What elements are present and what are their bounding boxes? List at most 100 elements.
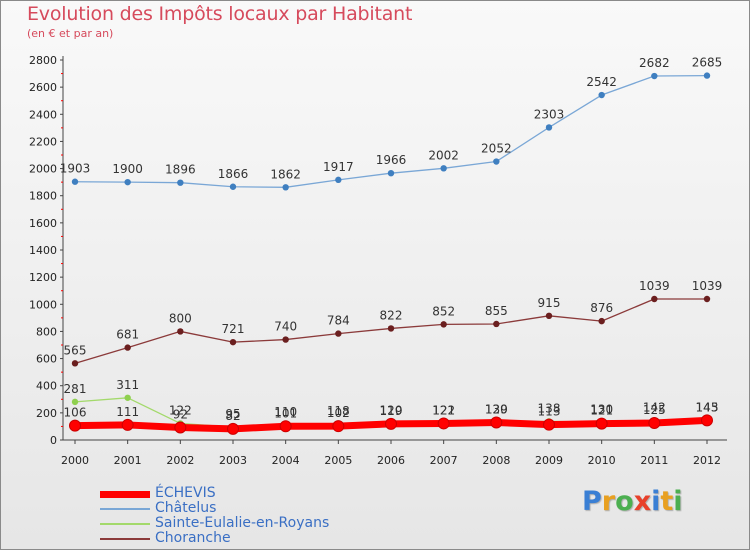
proxiti-logo: Proxiti bbox=[582, 486, 683, 517]
data-label: 121 bbox=[432, 404, 455, 418]
data-point bbox=[703, 295, 711, 303]
y-tick-label: 2200 bbox=[29, 135, 57, 148]
y-tick-label: 2800 bbox=[29, 54, 57, 67]
data-label: 106 bbox=[64, 406, 87, 420]
data-point bbox=[121, 418, 134, 431]
data-label: 125 bbox=[643, 403, 666, 417]
data-label: 111 bbox=[116, 405, 139, 419]
data-point bbox=[124, 178, 131, 186]
x-tick-label: 2003 bbox=[219, 454, 247, 467]
data-point bbox=[229, 183, 237, 190]
series-echevis bbox=[69, 414, 713, 435]
data-label: 1896 bbox=[165, 163, 196, 177]
y-tick-label: 1200 bbox=[29, 271, 57, 284]
data-point bbox=[595, 417, 608, 430]
data-label: 122 bbox=[169, 403, 192, 417]
data-label: 130 bbox=[590, 402, 613, 416]
y-tick-label: 600 bbox=[36, 353, 57, 366]
data-point bbox=[598, 91, 605, 99]
data-label: 915 bbox=[538, 296, 561, 310]
data-point bbox=[69, 419, 81, 432]
data-point bbox=[124, 344, 131, 351]
x-tick-label: 2002 bbox=[166, 454, 194, 467]
data-label: 681 bbox=[116, 328, 139, 342]
x-tick-label: 2004 bbox=[272, 454, 300, 467]
data-point bbox=[282, 184, 289, 191]
data-point bbox=[335, 330, 342, 337]
data-point bbox=[545, 312, 553, 320]
data-label: 2542 bbox=[586, 75, 617, 89]
data-point bbox=[543, 418, 555, 431]
data-label: 1039 bbox=[639, 279, 670, 293]
data-point bbox=[651, 72, 658, 80]
x-tick-label: 2000 bbox=[61, 454, 89, 467]
data-label: 2682 bbox=[639, 56, 670, 70]
series-chatelus bbox=[71, 72, 711, 191]
data-label: 110 bbox=[274, 405, 297, 419]
data-label: 281 bbox=[64, 382, 87, 396]
data-point bbox=[440, 321, 447, 328]
data-point bbox=[279, 420, 292, 433]
data-point bbox=[701, 414, 713, 427]
x-tick-label: 2011 bbox=[640, 454, 668, 467]
legend-label: Sainte-Eulalie-en-Royans bbox=[155, 515, 330, 531]
logo-letter: o bbox=[615, 486, 634, 517]
legend-swatch bbox=[100, 523, 150, 525]
legend-swatch bbox=[100, 538, 150, 540]
data-label: 1039 bbox=[692, 279, 723, 293]
data-label: 822 bbox=[380, 308, 403, 322]
data-label: 721 bbox=[222, 322, 245, 336]
data-point bbox=[437, 417, 450, 430]
data-label: 800 bbox=[169, 311, 192, 325]
y-tick-label: 0 bbox=[50, 434, 57, 447]
data-point bbox=[387, 169, 395, 177]
data-point bbox=[493, 158, 500, 165]
data-point bbox=[335, 176, 342, 184]
data-label: 92 bbox=[173, 408, 188, 422]
data-label: 784 bbox=[327, 314, 350, 328]
legend-label: ÉCHEVIS bbox=[155, 485, 216, 501]
x-tick-label: 2006 bbox=[377, 454, 405, 467]
data-point bbox=[332, 420, 345, 433]
data-label: 1862 bbox=[270, 167, 301, 181]
data-point bbox=[440, 165, 447, 172]
x-tick-label: 2008 bbox=[482, 454, 510, 467]
chart-title: Evolution des Impôts locaux par Habitant bbox=[27, 3, 413, 25]
y-tick-label: 2600 bbox=[29, 81, 57, 94]
data-point bbox=[387, 325, 395, 332]
data-point bbox=[703, 72, 711, 79]
data-label: 143 bbox=[696, 401, 719, 415]
data-point bbox=[124, 394, 131, 401]
data-point bbox=[490, 416, 503, 429]
data-label: 138 bbox=[538, 401, 561, 415]
data-label: 2685 bbox=[692, 56, 723, 70]
data-label: 95 bbox=[225, 407, 240, 421]
y-tick-label: 1800 bbox=[29, 190, 57, 203]
data-label: 2303 bbox=[534, 107, 565, 121]
legend-label: Châtelus bbox=[155, 500, 217, 516]
logo-letter: t bbox=[660, 486, 674, 517]
data-label: 1917 bbox=[323, 160, 354, 174]
data-point bbox=[385, 417, 397, 430]
y-tick-label: 200 bbox=[36, 407, 57, 420]
data-label: 142 bbox=[643, 401, 666, 415]
chart-subtitle: (en € et par an) bbox=[27, 27, 114, 40]
data-label: 1866 bbox=[218, 167, 249, 181]
data-label: 1966 bbox=[376, 153, 407, 167]
data-label: 101 bbox=[274, 406, 297, 420]
legend-swatch bbox=[100, 490, 150, 498]
data-label: 82 bbox=[225, 409, 240, 423]
x-tick-label: 2005 bbox=[324, 454, 352, 467]
data-point bbox=[174, 421, 187, 434]
data-label: 122 bbox=[432, 403, 455, 417]
data-point bbox=[227, 422, 239, 435]
chart-data-labels: 565 681 800 721 740 784 822 852 855 915 876 1039 103… bbox=[60, 56, 723, 423]
legend-swatch bbox=[100, 508, 150, 510]
data-label: 2052 bbox=[481, 142, 512, 156]
y-tick-label: 1000 bbox=[29, 298, 57, 311]
data-point bbox=[282, 336, 289, 343]
data-label: 855 bbox=[485, 304, 508, 318]
logo-letter: P bbox=[582, 486, 602, 517]
data-label: 740 bbox=[274, 320, 297, 334]
